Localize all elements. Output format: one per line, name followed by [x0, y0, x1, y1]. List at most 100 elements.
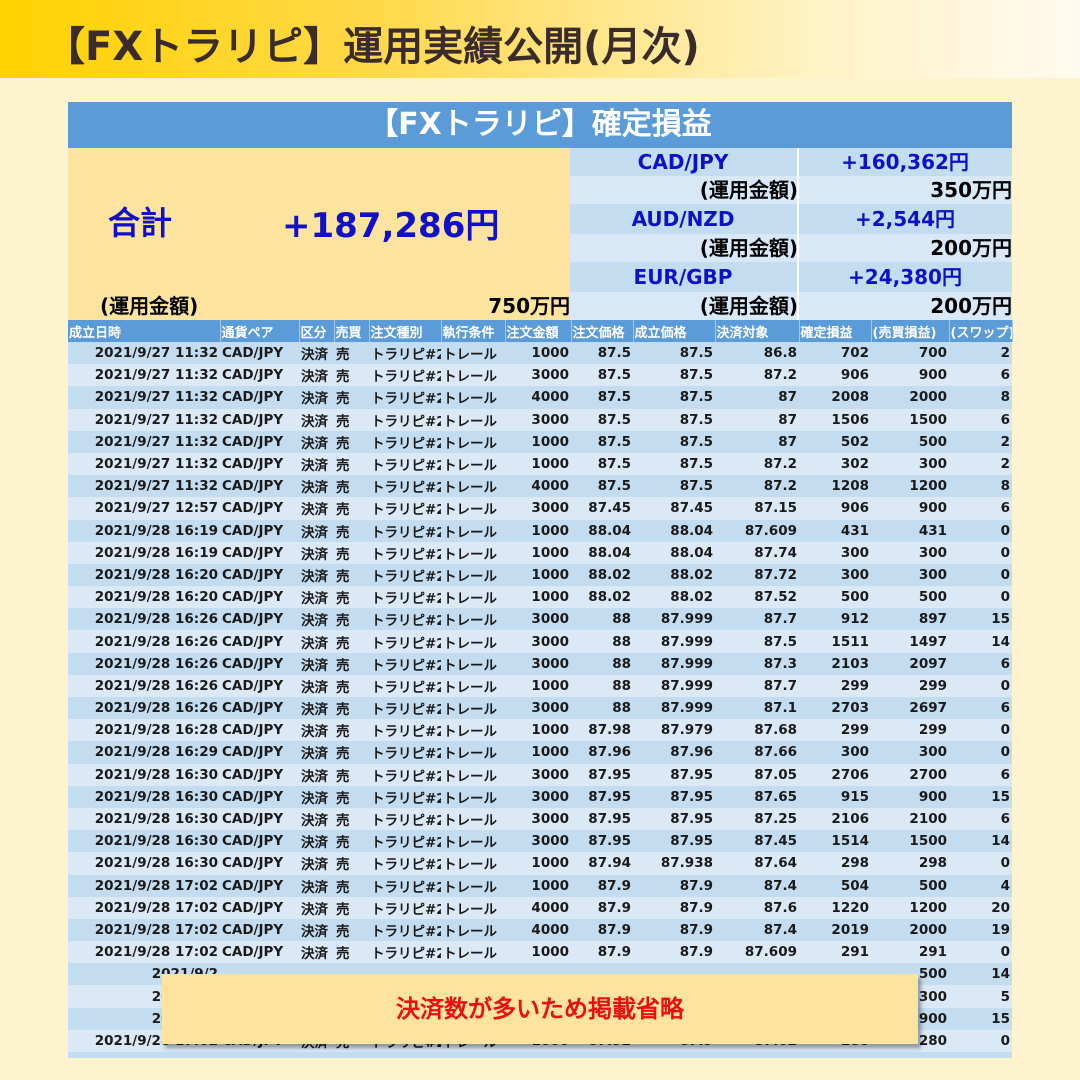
- table-cell: 2021/9/28 16:30: [68, 830, 220, 853]
- table-cell: トラリピ#2: [369, 652, 441, 675]
- table-cell: 15: [949, 785, 1012, 808]
- page-title: 【FXトラリピ】運用実績公開(月次): [45, 24, 700, 70]
- table-cell: CAD/JPY: [220, 830, 299, 853]
- table-cell: 298: [871, 852, 949, 875]
- table-cell: 88: [571, 674, 633, 697]
- table-cell: CAD/JPY: [220, 452, 299, 476]
- table-cell: トレール: [441, 874, 505, 897]
- column-header: 注文価格: [571, 320, 634, 342]
- table-cell: 1000: [505, 342, 571, 365]
- table-cell: 1506: [799, 408, 871, 431]
- table-cell: 87.5: [633, 364, 715, 387]
- table-cell: 1000: [505, 719, 571, 742]
- total-box: [68, 148, 570, 292]
- pair-name: AUD/NZD: [631, 207, 735, 231]
- table-cell: トラリピ#2: [369, 364, 441, 387]
- table-cell: トラリピ#2: [369, 408, 441, 431]
- table-cell: 2100: [871, 807, 949, 831]
- table-cell: 86.8: [715, 342, 799, 365]
- table-cell: 2103: [799, 652, 871, 675]
- table-cell: 2021/9/27 11:32: [68, 342, 220, 365]
- table-cell: 決済: [299, 386, 334, 409]
- table-cell: 87.96: [571, 741, 633, 764]
- table-cell: 87.9: [633, 874, 715, 897]
- table-cell: 500: [799, 586, 871, 609]
- table-cell: 1000: [505, 430, 571, 453]
- table-cell: 87.74: [715, 541, 799, 564]
- table-row: 2021/9/27 11:32 CAD/JPY 決済売トラリピ#2 トレール 3000 8…: [68, 408, 1012, 431]
- column-header: 決済対象: [715, 320, 800, 342]
- table-cell: 906: [799, 364, 871, 387]
- table-cell: 87.5: [571, 408, 633, 431]
- table-row: 2021/9/27 11:32 CAD/JPY 決済売トラリピ#2 トレール 4000 8…: [68, 386, 1012, 409]
- table-cell: トレール: [441, 785, 505, 808]
- table-cell: トラリピ#2: [369, 741, 441, 764]
- table-cell: トレール: [441, 408, 505, 431]
- table-cell: トレール: [441, 430, 505, 453]
- table-cell: 87.1: [715, 697, 799, 720]
- table-cell: 87.95: [571, 807, 633, 831]
- table-cell: 291: [799, 941, 871, 964]
- table-cell: 6: [949, 652, 1012, 675]
- table-cell: トラリピ#2: [369, 630, 441, 653]
- table-cell: 906: [799, 497, 871, 520]
- total-label: 合計: [108, 204, 173, 242]
- table-cell: 87.3: [715, 652, 799, 675]
- table-cell: 2021/9/28 16:30: [68, 807, 220, 831]
- table-cell: 502: [799, 430, 871, 453]
- table-header-row: 成立日時 通貨ペア 区分 売買 注文種別 執行条件 注文金額 注文価格 成立価格 決済対象 確定損益…: [68, 320, 1013, 342]
- table-cell: 決済: [299, 452, 334, 476]
- table-cell: 87.95: [571, 763, 633, 786]
- table-row: 2021/9/28 17:02 CAD/JPY 決済売トラリピ#2 トレール 4000 8…: [68, 896, 1012, 919]
- table-cell: 300: [871, 452, 949, 476]
- table-cell: トラリピ#2: [369, 386, 441, 409]
- table-cell: 3000: [505, 697, 571, 720]
- table-cell: CAD/JPY: [220, 586, 299, 609]
- table-cell: 4: [949, 874, 1012, 897]
- table-cell: 87.2: [715, 475, 799, 498]
- table-cell: トレール: [441, 674, 505, 697]
- table-cell: 売: [334, 941, 369, 964]
- table-cell: 決済: [299, 807, 334, 831]
- table-cell: 2021/9/28 16:28: [68, 719, 220, 742]
- pair-amount-value: 200万円: [930, 236, 1012, 260]
- table-cell: トラリピ#2: [369, 785, 441, 808]
- table-cell: 87.66: [715, 741, 799, 764]
- table-cell: 500: [871, 586, 949, 609]
- table-row: 2021/9/28 16:19 CAD/JPY 決済売トラリピ#2 トレール 1000 8…: [68, 519, 1012, 542]
- table-cell: 決済: [299, 497, 334, 520]
- table-cell: 87.52: [715, 586, 799, 609]
- table-cell: 売: [334, 586, 369, 609]
- table-cell: 14: [949, 630, 1012, 653]
- table-cell: 6: [949, 697, 1012, 720]
- table-cell: 15: [949, 608, 1012, 631]
- table-cell: 売: [334, 475, 369, 498]
- table-cell: 決済: [299, 652, 334, 675]
- pair-amount-row-cadjpy: (運用金額) 350万円: [570, 176, 1012, 204]
- table-row: 2021/9/27 11:32 CAD/JPY 決済売トラリピ#2 トレール 3000 8…: [68, 364, 1012, 387]
- table-cell: 売: [334, 719, 369, 742]
- table-cell: 500: [871, 874, 949, 897]
- table-cell: 決済: [299, 741, 334, 764]
- table-cell: 1000: [505, 586, 571, 609]
- table-cell: 900: [871, 497, 949, 520]
- table-cell: CAD/JPY: [220, 386, 299, 409]
- table-cell: CAD/JPY: [220, 475, 299, 498]
- table-cell: 2021/9/27 11:32: [68, 386, 220, 409]
- table-cell: 売: [334, 497, 369, 520]
- table-cell: 88.02: [633, 563, 715, 587]
- pair-amount-value: 350万円: [930, 178, 1012, 202]
- table-cell: CAD/JPY: [220, 541, 299, 564]
- table-cell: CAD/JPY: [220, 519, 299, 542]
- table-cell: 87.999: [633, 674, 715, 697]
- table-cell: 売: [334, 342, 369, 365]
- table-cell: 87.9: [571, 896, 633, 919]
- table-cell: 決済: [299, 408, 334, 431]
- table-cell: 決済: [299, 519, 334, 542]
- table-cell: 88.02: [571, 586, 633, 609]
- table-cell: 1000: [505, 852, 571, 875]
- table-cell: 87.95: [633, 763, 715, 786]
- title-bar: [0, 0, 1080, 78]
- table-cell: 決済: [299, 674, 334, 697]
